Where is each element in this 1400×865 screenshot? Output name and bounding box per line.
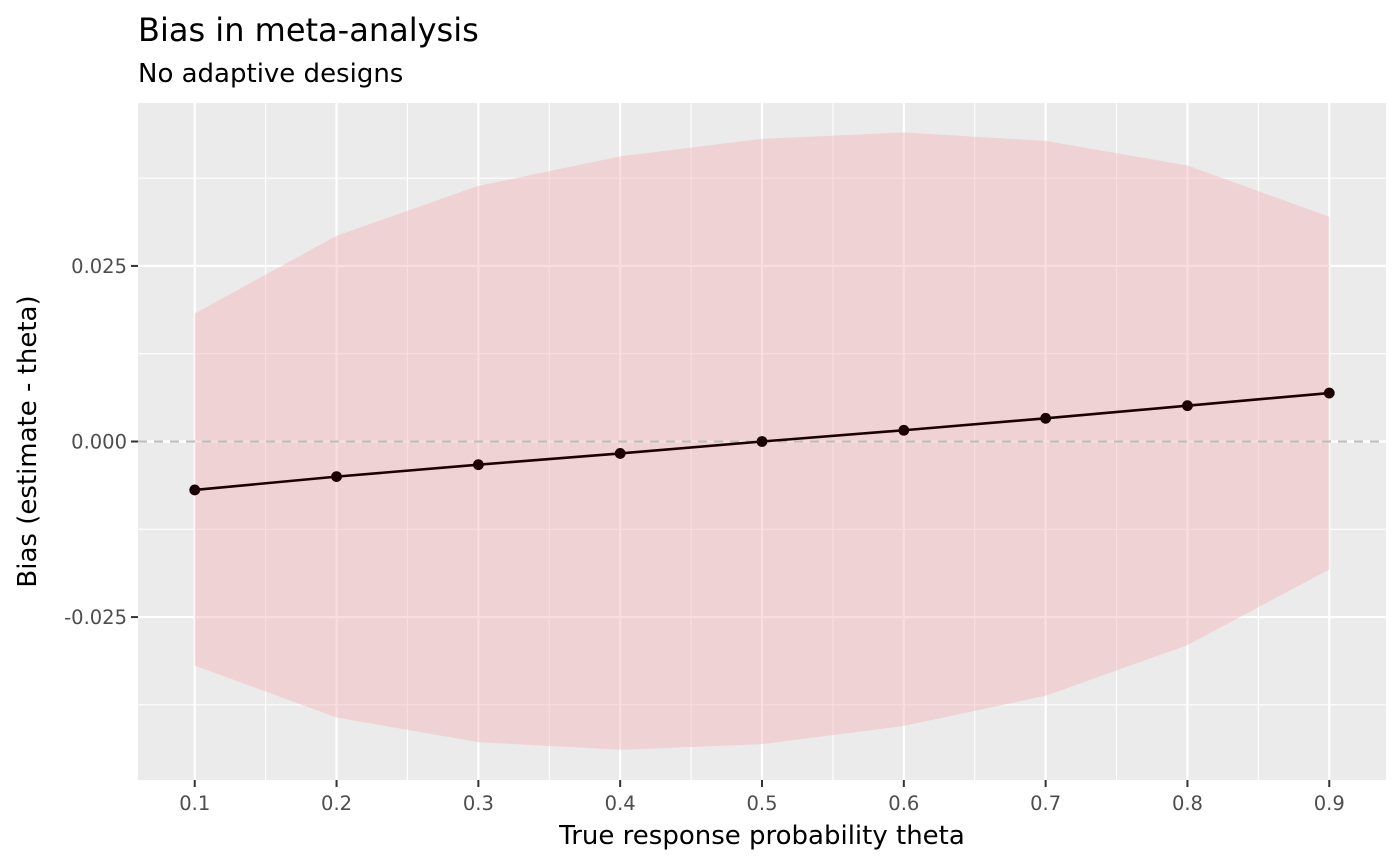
x-tick-label: 0.8 (1172, 792, 1203, 815)
x-tick-label: 0.5 (746, 792, 777, 815)
data-point (1323, 387, 1335, 399)
data-point (189, 484, 201, 496)
y-axis-title: Bias (estimate - theta) (13, 295, 43, 587)
x-tick-label: 0.4 (605, 792, 636, 815)
y-tick-label: 0.000 (71, 431, 127, 454)
data-point (898, 424, 910, 436)
data-point (472, 459, 484, 471)
x-tick-label: 0.6 (888, 792, 919, 815)
data-point (1040, 412, 1052, 424)
data-point (331, 471, 342, 483)
data-point (1182, 400, 1193, 412)
x-tick-label: 0.9 (1314, 792, 1345, 815)
tick-labels: 0.1 0.2 0.3 0.4 0.5 0.6 0.7 0.8 0.9 0.025 0.000 -0.… (64, 255, 1345, 815)
y-tick-label: -0.025 (64, 606, 127, 629)
chart-title: Bias in meta-analysis (138, 11, 479, 49)
data-point (614, 448, 626, 459)
x-axis-title: True response probability theta (558, 821, 965, 851)
x-tick-label: 0.2 (321, 792, 352, 815)
x-tick-label: 0.1 (179, 792, 210, 815)
y-tick-label: 0.025 (71, 255, 127, 278)
chart-subtitle: No adaptive designs (138, 59, 403, 89)
axis-ticks (131, 264, 1331, 787)
data-point (756, 436, 768, 447)
x-tick-label: 0.7 (1030, 792, 1061, 815)
x-tick-label: 0.3 (463, 792, 494, 815)
series-layer (189, 387, 1335, 496)
